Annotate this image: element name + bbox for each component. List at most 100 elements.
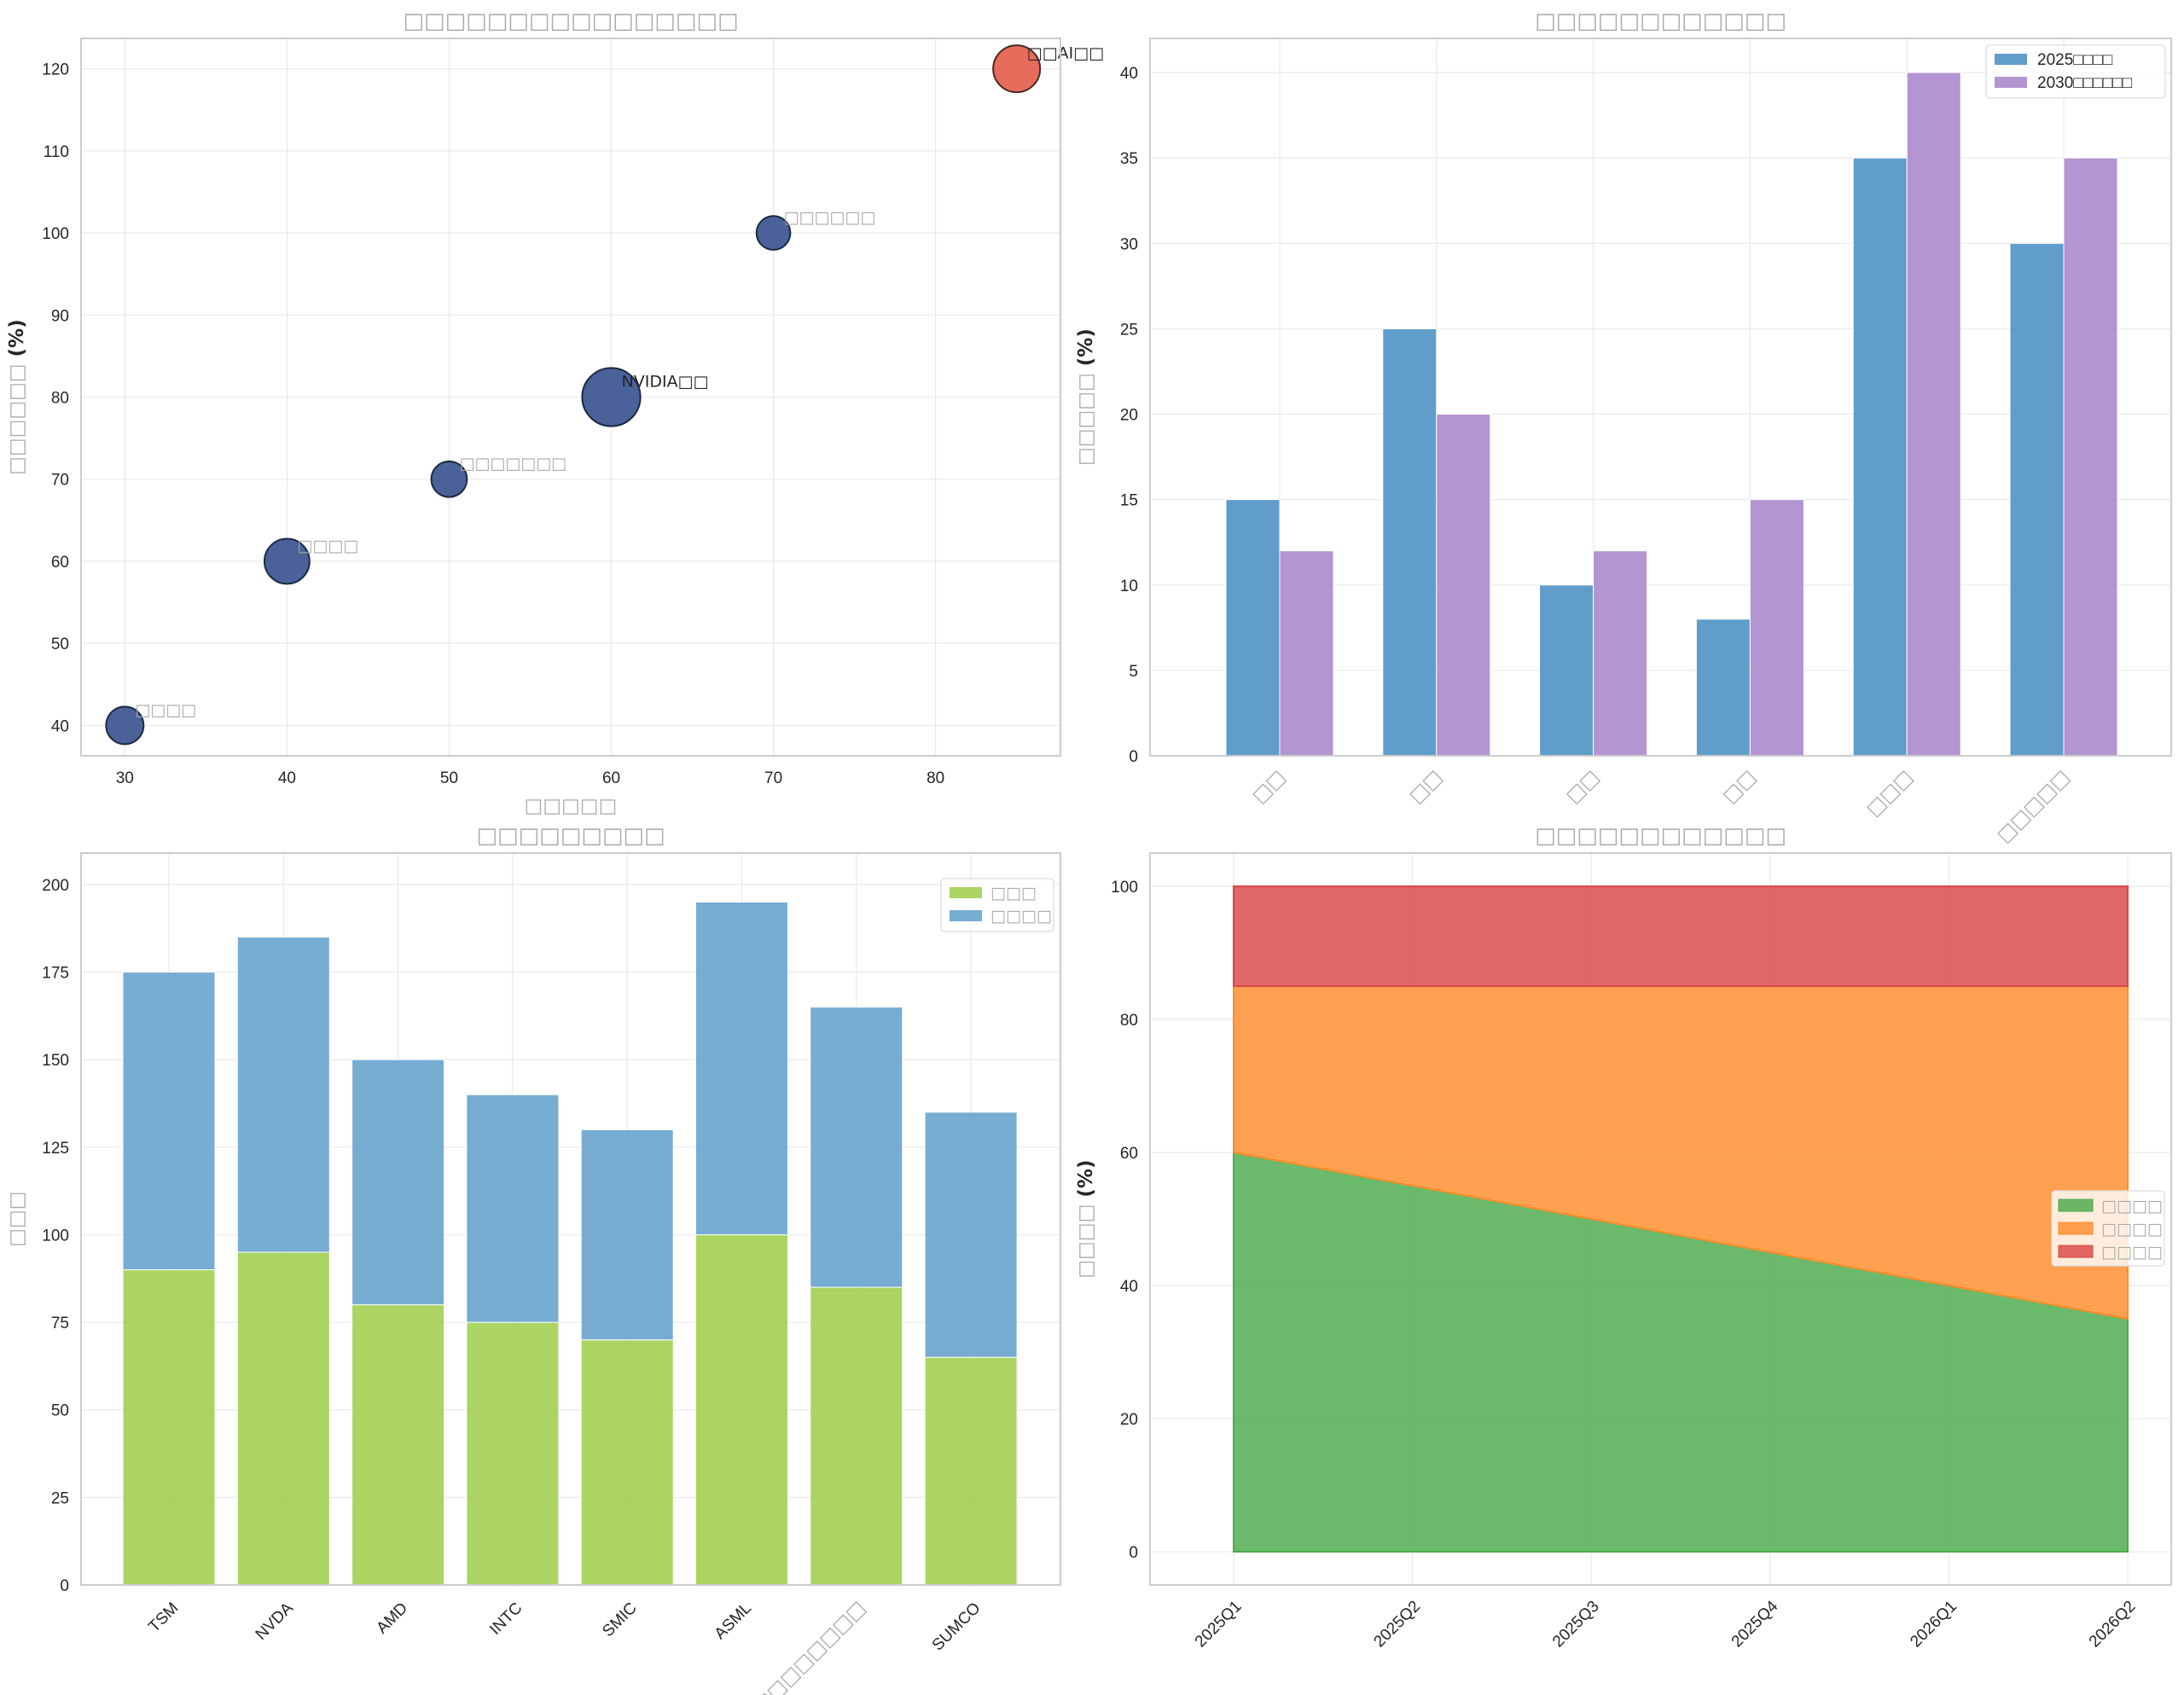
y-tick-label: 20 [1120, 407, 1138, 425]
y-tick-label: 40 [51, 717, 69, 735]
point-label: □□□□ [297, 537, 358, 555]
legend-label: □□□□ [990, 907, 1052, 926]
y-axis-label: □□□□□ (%) [1075, 328, 1097, 466]
y-tick-label: 30 [1120, 235, 1138, 253]
y-tick-label: 110 [44, 143, 69, 161]
grid [81, 38, 1060, 756]
bubble-point [992, 44, 1042, 94]
bar-segment [122, 1269, 216, 1586]
x-tick-label: □□□□□ [1993, 766, 2074, 847]
x-tick-label: 2025Q3 [1549, 1598, 1603, 1651]
bubbles: □□□□□□□□□□□□□□□NVIDIA□□□□□□□□□□AI□□ [105, 44, 1104, 746]
x-tick-label: INTC [486, 1599, 526, 1639]
bar [1279, 550, 1334, 757]
axes-frame [80, 38, 1061, 757]
tick-labels: 40 50 60 70 80 90 100 110 120 30 40 50 60 70 80 [42, 61, 944, 787]
legend-swatch [950, 910, 982, 921]
y-tick-label: 10 [1120, 578, 1138, 595]
chart-title: □□□□□□□□□□□□ [1535, 9, 1786, 34]
bar-segment [810, 1286, 903, 1586]
point-label: □□□□□□□ [459, 455, 566, 473]
legend-label: □□□□ [2101, 1243, 2163, 1262]
bar [2063, 157, 2118, 757]
y-tick-label: 150 [42, 1052, 69, 1070]
bars [122, 901, 1018, 1586]
bar-segment [695, 1234, 788, 1586]
x-tick-label: □□ [1405, 766, 1447, 808]
bar [1225, 499, 1281, 757]
y-tick-label: 60 [51, 554, 69, 572]
bar-segment [695, 901, 788, 1235]
y-tick-label: 125 [42, 1140, 69, 1158]
x-tick-label: 80 [926, 769, 944, 787]
y-tick-label: 0 [60, 1577, 69, 1595]
bar-segment [351, 1304, 445, 1586]
y-tick-label: 70 [51, 472, 69, 490]
x-tick-label: AMD [373, 1599, 411, 1638]
legend: 2025□□□□ 2030□□□□□□ [1985, 44, 2166, 99]
y-tick-label: 80 [1120, 1012, 1138, 1030]
x-tick-label: 50 [440, 769, 458, 787]
y-axis-label-unit: (%) [6, 319, 28, 363]
y-tick-label: 100 [1111, 879, 1138, 897]
x-tick-label: 2025Q2 [1370, 1598, 1424, 1651]
x-tick-label: 60 [602, 769, 620, 787]
x-tick-label: 2026Q1 [1907, 1598, 1960, 1651]
legend: □□□□ □□□□ □□□□ [2051, 1190, 2165, 1267]
y-tick-label: 25 [1120, 321, 1138, 339]
y-tick-label: 100 [42, 1227, 69, 1245]
bar [2009, 242, 2065, 757]
x-tick-label: SUMCO [929, 1599, 985, 1655]
y-tick-label: 25 [51, 1489, 69, 1507]
x-tick-label: NVDA [253, 1599, 297, 1643]
y-tick-label: 75 [51, 1315, 69, 1332]
x-tick-label: □□ [1562, 766, 1604, 808]
bubble-point [430, 460, 468, 498]
legend-swatch [2058, 1245, 2094, 1258]
bar-segment [236, 1251, 330, 1586]
chart-title: □□□□□□□□□□□□ [1535, 823, 1786, 849]
point-label: □□□□□□ [784, 208, 876, 227]
y-tick-label: 200 [42, 877, 69, 895]
y-tick-label: 15 [1120, 492, 1138, 510]
panel-stacked-area-chart: 0 20 40 60 80 100 2025Q1 2025Q2 2025Q3 2025Q4 2026… [1075, 823, 2172, 1651]
bar-segment [236, 937, 330, 1253]
x-tick-label: □□□□□□□□ [750, 1597, 870, 1695]
x-tick-label: 70 [764, 769, 782, 787]
x-tick-label: 2025Q4 [1728, 1597, 1782, 1651]
area-series [1233, 885, 2129, 987]
bar [1906, 72, 1961, 757]
x-tick-label: □□ [1248, 766, 1290, 808]
legend-frame [1985, 44, 2166, 99]
bar-segment [810, 1007, 903, 1288]
axes-frame [1149, 852, 2172, 1586]
y-tick-label: 50 [51, 1402, 69, 1420]
y-axis-label: □□□□□□ (%) [6, 319, 28, 474]
x-tick-label: TSM [145, 1599, 182, 1636]
point-label: □□□□ [135, 700, 196, 719]
chart-title: □□□□□□□□□□□□□□□□ [403, 9, 738, 34]
y-tick-label: 40 [1120, 65, 1138, 83]
x-tick-label: 2026Q2 [2086, 1598, 2140, 1651]
y-tick-label: 175 [42, 965, 69, 983]
y-axis-label-text: □□□□□ [1075, 373, 1097, 466]
y-axis-label-text: □□□□ [1075, 1204, 1097, 1279]
areas [1233, 885, 2129, 1553]
axes-frame [80, 852, 1061, 1586]
bar-segment [924, 1356, 1018, 1586]
legend-swatch [1995, 54, 2027, 65]
legend-label: □□□□ [2101, 1197, 2163, 1216]
panel-stacked-bar-chart: 0 25 50 75 100 125 150 175 200 TSM NVDA AMD INTC SMIC… [6, 823, 1061, 1695]
x-axis-label: □□□□□ [525, 795, 618, 817]
y-tick-label: 20 [1120, 1411, 1138, 1429]
grid [81, 853, 1060, 1586]
y-tick-label: 0 [1129, 748, 1138, 766]
bubble-point [105, 705, 145, 746]
bar-segment [466, 1094, 560, 1323]
chart-title: □□□□□□□□□ [476, 823, 665, 849]
bubble-point [755, 215, 792, 251]
legend-swatch [2058, 1222, 2094, 1235]
bar-segment [580, 1339, 674, 1586]
x-tick-label: 40 [278, 769, 296, 787]
